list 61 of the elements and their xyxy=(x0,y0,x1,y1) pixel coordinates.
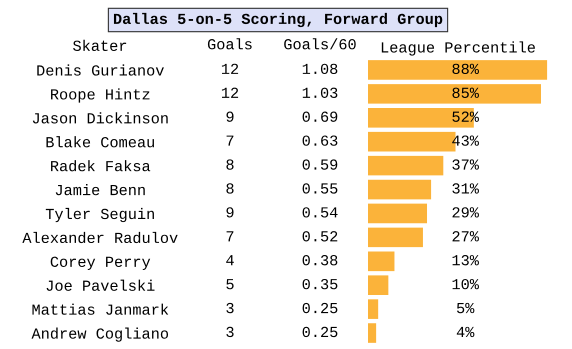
data-label: 37% xyxy=(452,159,479,170)
bar xyxy=(368,84,541,104)
bar xyxy=(368,60,548,80)
y-tick-label: Blake Comeau xyxy=(46,136,154,148)
y-tick-label: Andrew Cogliano xyxy=(32,328,168,342)
bar xyxy=(368,180,432,200)
y-tick-label: Joe Pavelski xyxy=(46,280,155,291)
y-axis-title: Skater xyxy=(73,40,126,51)
data-label: 0.54 xyxy=(302,207,338,218)
bar xyxy=(368,275,388,296)
bar xyxy=(368,299,378,319)
data-label: 10% xyxy=(452,278,479,290)
data-label: 5% xyxy=(456,302,474,314)
data-label: 7 xyxy=(226,136,234,146)
data-label: 13% xyxy=(452,255,479,266)
y-tick-label: Radek Faksa xyxy=(51,160,150,172)
data-label: 31% xyxy=(452,183,479,194)
y-tick-label: Denis Gurianov xyxy=(37,64,164,76)
data-label: 4% xyxy=(456,326,474,338)
data-label: 0.69 xyxy=(302,112,338,122)
data-label: 27% xyxy=(452,231,479,242)
data-label: 0.52 xyxy=(302,231,338,242)
data-label: 0.63 xyxy=(302,135,338,146)
y-tick-label: Roope Hintz xyxy=(51,88,150,103)
data-label: 88% xyxy=(452,64,479,74)
y-tick-label: Mattias Janmark xyxy=(32,304,168,315)
x-tick-label: Goals xyxy=(208,38,252,50)
x-axis-title: League Percentile xyxy=(382,41,535,56)
data-label: 85% xyxy=(452,88,479,98)
data-label: 0.35 xyxy=(302,278,338,290)
y-tick-label: Jamie Benn xyxy=(56,184,145,196)
data-label: 3 xyxy=(226,326,234,338)
data-label: 0.25 xyxy=(302,326,338,338)
data-label: 29% xyxy=(452,207,479,218)
data-label: 1.03 xyxy=(302,88,338,98)
x-tick-label: Goals/60 xyxy=(284,38,356,50)
data-label: 12 xyxy=(222,64,238,74)
data-label: 0.55 xyxy=(302,183,338,194)
y-tick-label: Corey Perry xyxy=(50,256,150,270)
bar xyxy=(368,228,423,248)
data-label: 3 xyxy=(226,302,234,314)
y-tick-label: Tyler Seguin xyxy=(46,208,154,222)
data-label: 8 xyxy=(226,183,234,194)
y-tick-label: Alexander Radulov xyxy=(22,232,178,244)
data-label: 0.38 xyxy=(302,255,338,266)
data-label: 1.08 xyxy=(302,64,338,74)
data-label: 9 xyxy=(226,207,234,218)
bar xyxy=(368,323,376,343)
chart-title: Dallas 5-on-5 Scoring, Forward Group xyxy=(114,12,442,28)
data-label: 0.25 xyxy=(302,302,338,314)
data-label: 8 xyxy=(226,159,234,170)
data-label: 7 xyxy=(226,231,234,242)
bar xyxy=(368,251,394,272)
data-label: 0.59 xyxy=(302,159,338,170)
data-label: 4 xyxy=(226,255,234,266)
data-label: 5 xyxy=(226,279,234,290)
data-label: 12 xyxy=(222,88,238,98)
bar xyxy=(368,156,444,176)
y-tick-label: Jason Dickinson xyxy=(32,112,168,124)
data-label: 9 xyxy=(226,112,234,122)
bar xyxy=(368,204,428,224)
